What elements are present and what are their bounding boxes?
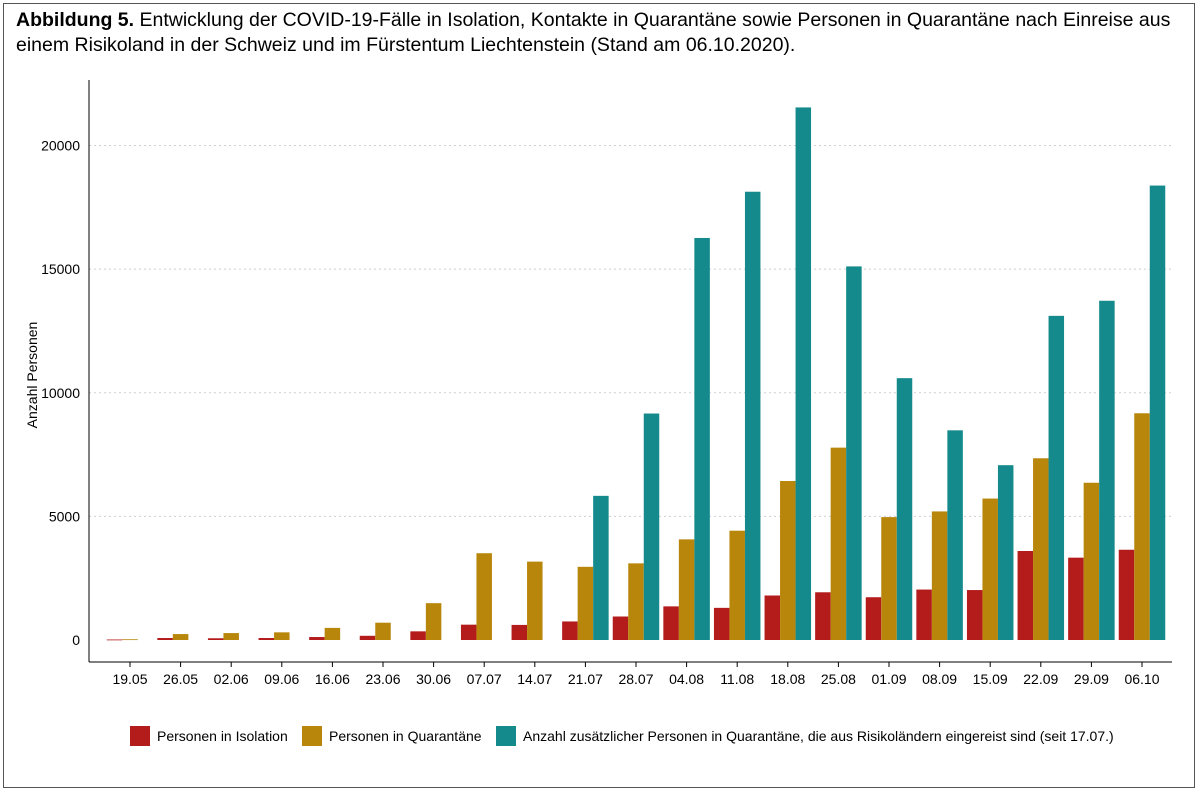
bar-travel xyxy=(744,191,761,640)
bar-isolation xyxy=(815,592,831,640)
legend-label: Personen in Isolation xyxy=(157,728,288,744)
bar-isolation xyxy=(1118,549,1135,640)
bar-quarantine xyxy=(172,634,189,640)
figure-frame xyxy=(3,3,1195,788)
bar-quarantine xyxy=(982,498,998,640)
bar-quarantine xyxy=(476,553,492,640)
bar-travel xyxy=(1048,315,1065,640)
bar-isolation xyxy=(966,590,983,640)
x-tick-label: 23.06 xyxy=(365,671,400,687)
bar-quarantine xyxy=(931,511,948,640)
bars xyxy=(106,107,1166,641)
grid-lines xyxy=(89,145,1172,517)
bar-quarantine xyxy=(830,447,847,640)
legend-swatch-isolation xyxy=(130,726,150,746)
bar-quarantine xyxy=(1033,458,1049,640)
bar-travel xyxy=(1149,185,1166,640)
bar-quarantine xyxy=(274,632,290,640)
bar-quarantine xyxy=(780,481,796,640)
bar-isolation xyxy=(612,616,629,640)
x-tick-label: 15.09 xyxy=(973,671,1008,687)
x-tick-label: 06.10 xyxy=(1124,671,1159,687)
x-tick-label: 19.05 xyxy=(112,671,147,687)
bar-quarantine xyxy=(527,561,543,640)
bar-travel xyxy=(997,465,1014,640)
bar-quarantine xyxy=(425,603,442,640)
bar-quarantine xyxy=(678,539,695,640)
y-axis-label: Anzahl Personen xyxy=(24,322,40,429)
bar-quarantine xyxy=(1083,482,1100,640)
x-tick-label: 02.06 xyxy=(214,671,249,687)
bar-isolation xyxy=(562,621,578,640)
legend-label: Personen in Quarantäne xyxy=(329,728,482,744)
bar-quarantine xyxy=(628,563,644,640)
bar-travel xyxy=(643,413,660,640)
bar-travel xyxy=(896,378,913,640)
bar-travel xyxy=(593,495,609,640)
bar-isolation xyxy=(663,606,679,640)
y-tick-labels: 0 5000 10000 15000 20000 xyxy=(41,138,80,649)
bar-isolation xyxy=(865,597,882,640)
bar-quarantine xyxy=(577,566,594,640)
bar-isolation xyxy=(207,638,224,640)
bar-isolation xyxy=(309,637,325,640)
bar-isolation xyxy=(511,624,528,640)
bar-travel xyxy=(694,237,710,640)
bar-isolation xyxy=(916,589,932,640)
axes xyxy=(88,80,1172,667)
bar-quarantine xyxy=(375,622,391,640)
bar-travel xyxy=(1099,300,1115,640)
y-tick-label: 5000 xyxy=(49,508,80,524)
x-tick-label: 30.06 xyxy=(416,671,451,687)
bar-isolation xyxy=(764,595,781,640)
bar-quarantine xyxy=(881,517,897,640)
bar-travel xyxy=(846,266,862,640)
bar-quarantine xyxy=(729,530,745,640)
bar-isolation xyxy=(157,638,173,640)
x-tick-label: 11.08 xyxy=(720,671,754,687)
x-tick-label: 29.09 xyxy=(1074,671,1109,687)
bar-isolation xyxy=(460,624,477,640)
x-tick-label: 21.07 xyxy=(568,671,603,687)
y-tick-label: 0 xyxy=(72,632,80,648)
bar-quarantine xyxy=(122,639,138,641)
bar-quarantine xyxy=(1134,413,1150,640)
bar-isolation xyxy=(359,635,376,640)
bar-isolation xyxy=(713,607,730,640)
legend: Personen in Isolation Personen in Quarant… xyxy=(130,726,1114,746)
x-tick-label: 22.09 xyxy=(1023,671,1058,687)
x-tick-label: 18.08 xyxy=(770,671,805,687)
y-tick-label: 20000 xyxy=(41,138,80,154)
x-tick-label: 07.07 xyxy=(467,671,502,687)
bar-isolation xyxy=(1017,550,1034,640)
x-tick-label: 08.09 xyxy=(922,671,957,687)
x-tick-label: 26.05 xyxy=(163,671,198,687)
x-tick-label: 16.06 xyxy=(315,671,350,687)
x-tick-label: 04.08 xyxy=(669,671,704,687)
legend-swatch-quarantine xyxy=(302,726,322,746)
caption-text: Entwicklung der COVID-19-Fälle in Isolat… xyxy=(16,9,1171,56)
x-tick-label: 14.07 xyxy=(517,671,552,687)
figure-caption: Abbildung 5. Entwicklung der COVID-19-Fä… xyxy=(16,8,1186,58)
y-tick-label: 10000 xyxy=(41,385,80,401)
bar-isolation xyxy=(410,631,426,640)
x-tick-label: 25.08 xyxy=(821,671,856,687)
bar-quarantine xyxy=(324,627,341,640)
x-tick-label: 09.06 xyxy=(264,671,299,687)
bar-isolation xyxy=(1068,557,1084,640)
x-tick-label: 28.07 xyxy=(618,671,653,687)
bar-quarantine xyxy=(223,633,239,640)
x-tick-labels: 19.05 26.05 02.06 09.06 16.06 23.06 30.06 07.07… xyxy=(112,671,1159,687)
legend-label: Anzahl zusätzlicher Personen in Quarantä… xyxy=(523,728,1114,744)
x-tick-label: 01.09 xyxy=(871,671,906,687)
legend-swatch-travel xyxy=(496,726,516,746)
bar-travel xyxy=(795,107,812,640)
caption-label: Abbildung 5. xyxy=(16,9,135,31)
bar-travel xyxy=(947,430,963,640)
y-tick-label: 15000 xyxy=(41,261,80,277)
bar-isolation xyxy=(106,639,123,641)
bar-isolation xyxy=(258,638,275,640)
